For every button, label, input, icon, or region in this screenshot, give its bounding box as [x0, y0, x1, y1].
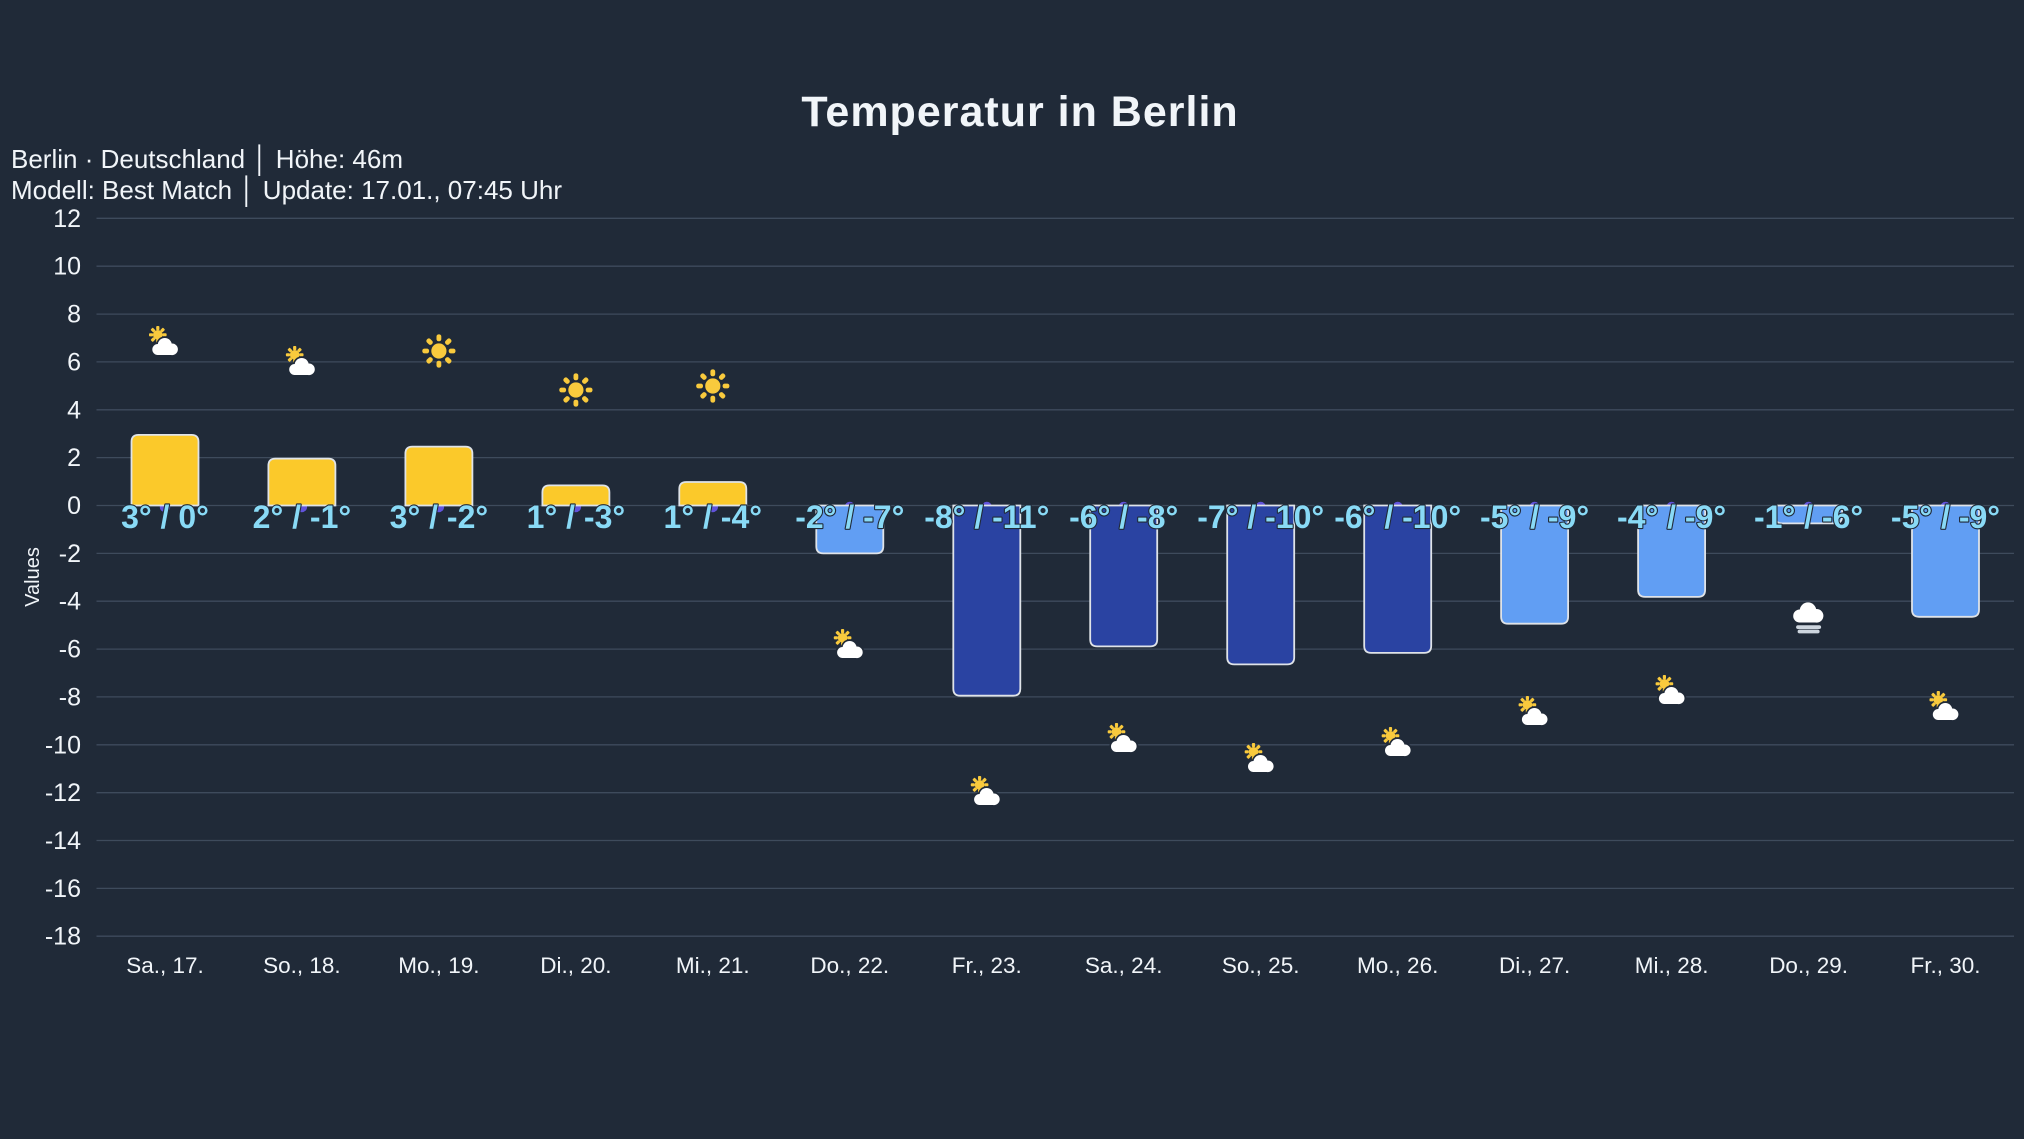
svg-text:8: 8 — [67, 301, 81, 329]
svg-text:-7° / -10°: -7° / -10° — [1197, 499, 1324, 535]
svg-text:Do., 29.: Do., 29. — [1769, 953, 1848, 978]
svg-text:So., 18.: So., 18. — [263, 953, 341, 978]
svg-text:-2° / -7°: -2° / -7° — [795, 499, 904, 535]
svg-text:2° / -1°: 2° / -1° — [253, 499, 352, 535]
svg-text:Di., 20.: Di., 20. — [540, 953, 611, 978]
svg-text:6: 6 — [67, 348, 81, 376]
svg-text:-2: -2 — [59, 540, 81, 568]
svg-text:0: 0 — [67, 492, 81, 520]
svg-text:Mi., 28.: Mi., 28. — [1635, 953, 1709, 978]
svg-text:Fr., 30.: Fr., 30. — [1910, 953, 1980, 978]
svg-text:Mo., 19.: Mo., 19. — [398, 953, 479, 978]
svg-text:Mo., 26.: Mo., 26. — [1357, 953, 1438, 978]
svg-text:Modell: Best Match │ Update: 1: Modell: Best Match │ Update: 17.01., 07:… — [11, 175, 562, 207]
svg-text:-5° / -9°: -5° / -9° — [1891, 499, 2000, 535]
svg-text:4: 4 — [67, 396, 81, 424]
svg-text:-12: -12 — [45, 779, 81, 807]
svg-text:Do., 22.: Do., 22. — [810, 953, 889, 978]
svg-text:Temperatur in Berlin: Temperatur in Berlin — [801, 88, 1238, 136]
svg-text:-8° / -11°: -8° / -11° — [924, 499, 1049, 535]
svg-text:2: 2 — [67, 444, 81, 472]
svg-text:Mi., 21.: Mi., 21. — [676, 953, 750, 978]
svg-text:So., 25.: So., 25. — [1222, 953, 1300, 978]
svg-text:-1° / -6°: -1° / -6° — [1754, 499, 1863, 535]
svg-text:-18: -18 — [45, 923, 81, 951]
svg-text:Sa., 24.: Sa., 24. — [1085, 953, 1163, 978]
svg-text:10: 10 — [53, 253, 81, 281]
svg-text:-4° / -9°: -4° / -9° — [1617, 499, 1726, 535]
svg-text:-10: -10 — [45, 731, 81, 759]
svg-text:Sa., 17.: Sa., 17. — [126, 953, 204, 978]
svg-text:-5° / -9°: -5° / -9° — [1480, 499, 1589, 535]
svg-text:-6: -6 — [59, 636, 81, 664]
svg-text:3° / -2°: 3° / -2° — [390, 499, 489, 535]
svg-text:Berlin · Deutschland │ Höhe: 4: Berlin · Deutschland │ Höhe: 46m — [11, 144, 403, 176]
svg-text:-8: -8 — [59, 683, 81, 711]
svg-text:1° / -3°: 1° / -3° — [527, 499, 626, 535]
svg-text:Di., 27.: Di., 27. — [1499, 953, 1570, 978]
svg-text:-14: -14 — [45, 827, 81, 855]
svg-text:12: 12 — [53, 205, 81, 233]
svg-text:3° / 0°: 3° / 0° — [121, 499, 209, 535]
svg-text:-6° / -8°: -6° / -8° — [1069, 499, 1178, 535]
svg-text:Values: Values — [22, 547, 44, 607]
svg-text:-16: -16 — [45, 875, 81, 903]
svg-text:-4: -4 — [59, 588, 81, 616]
svg-text:Fr., 23.: Fr., 23. — [952, 953, 1022, 978]
svg-text:1° / -4°: 1° / -4° — [664, 499, 763, 535]
svg-text:-6° / -10°: -6° / -10° — [1334, 499, 1461, 535]
